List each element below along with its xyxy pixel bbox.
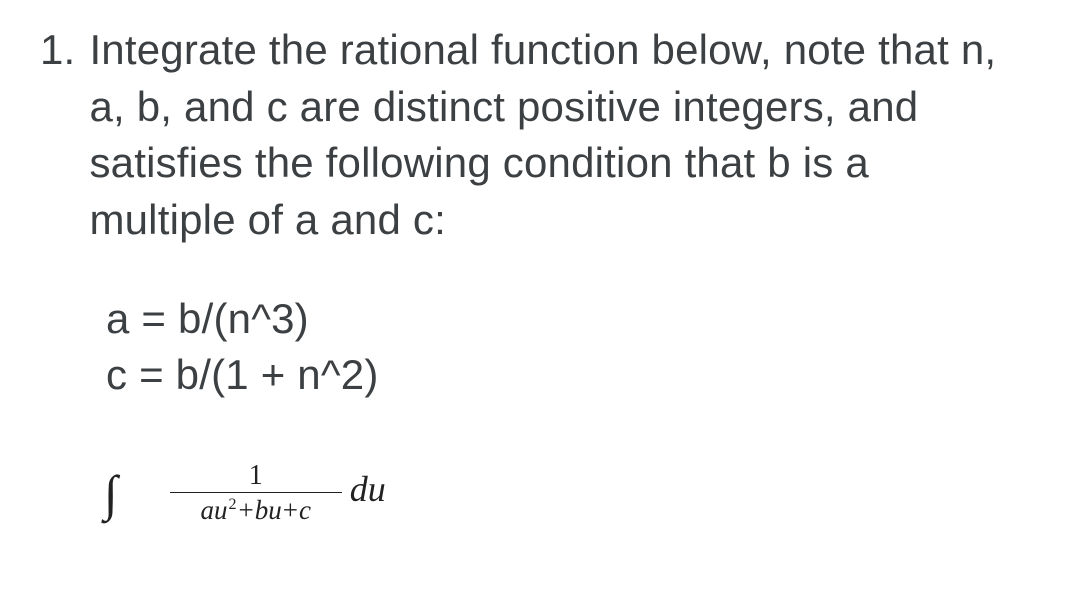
term-a: a — [200, 495, 214, 525]
page: 1. Integrate the rational function below… — [0, 0, 1080, 524]
du: du — [350, 468, 386, 510]
term-u1: u — [214, 495, 228, 525]
term-exp2: 2 — [228, 496, 236, 513]
integral-sign: ∫ — [104, 468, 118, 518]
term-plus1: + — [238, 495, 253, 525]
def-c: c = b/(1 + n^2) — [106, 347, 1040, 404]
term-b: b — [255, 495, 269, 525]
problem-prompt: Integrate the rational function below, n… — [89, 22, 996, 249]
integral-expression: ∫ 1 au2+bu+c du — [104, 462, 1040, 524]
prompt-line-3: satisfies the following condition that b… — [89, 139, 868, 186]
problem-number: 1. — [40, 22, 75, 79]
fraction-denominator: au2+bu+c — [200, 493, 310, 524]
problem-block: 1. Integrate the rational function below… — [40, 22, 1040, 249]
prompt-line-2: a, b, and c are distinct positive intege… — [89, 83, 918, 130]
prompt-line-4: multiple of a and c: — [89, 196, 446, 243]
term-u2: u — [268, 495, 282, 525]
fraction-numerator: 1 — [170, 462, 342, 493]
prompt-line-1: Integrate the rational function below, n… — [89, 26, 996, 73]
term-plus2: + — [283, 495, 298, 525]
def-a: a = b/(n^3) — [106, 291, 1040, 348]
term-c: c — [299, 495, 311, 525]
definitions: a = b/(n^3) c = b/(1 + n^2) — [106, 291, 1040, 404]
fraction: 1 au2+bu+c — [170, 462, 342, 524]
